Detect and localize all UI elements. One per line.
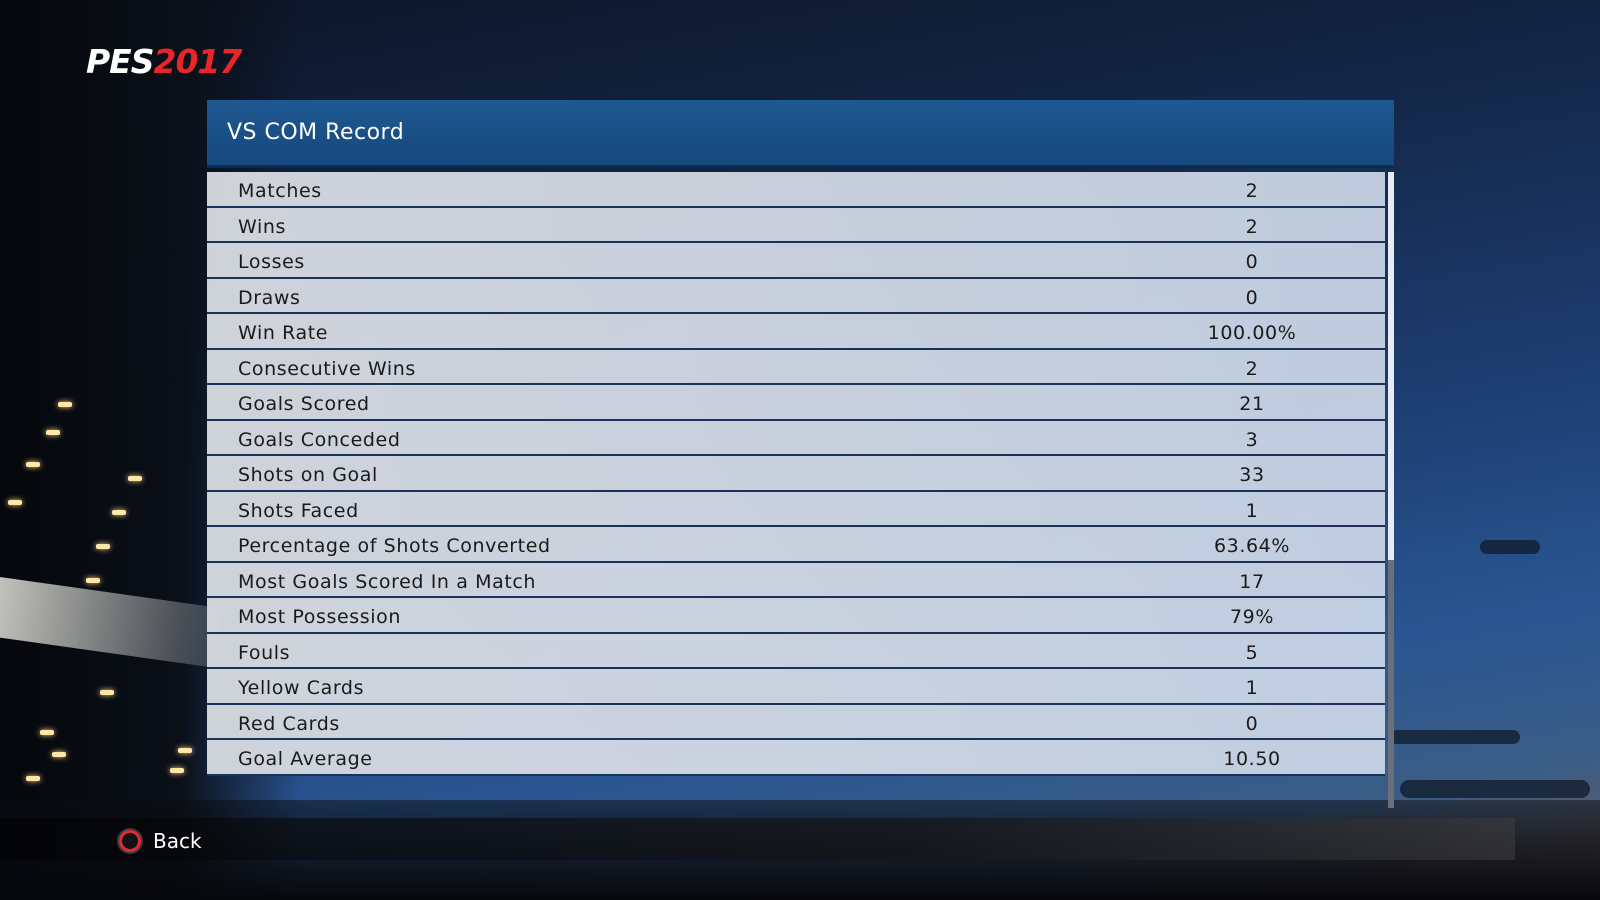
scrollbar[interactable] [1388, 172, 1394, 808]
stat-row[interactable]: Losses 0 [207, 243, 1385, 279]
stat-value: 0 [1245, 712, 1259, 735]
stat-label: Draws [238, 286, 301, 309]
stat-value: 1 [1245, 677, 1259, 699]
stat-label: Win Rate [238, 322, 329, 344]
stats-list[interactable]: Matches 2 Wins 2 Losses 0 Draws 0 Win Rate 100.00… [207, 172, 1385, 808]
stat-label: Percentage of Shots Converted [238, 535, 551, 557]
circle-button-icon [119, 830, 141, 852]
stat-label: Goals Conceded [238, 428, 401, 451]
stat-value: 5 [1245, 641, 1259, 664]
footer-bar [0, 818, 1515, 860]
stat-row[interactable]: Goals Scored 21 [207, 385, 1385, 421]
stat-label: Goal Average [238, 748, 373, 770]
stat-value: 3 [1245, 428, 1259, 451]
logo-text-pes: PES [86, 42, 154, 81]
stat-value: 33 [1239, 464, 1265, 486]
background-cloud [1480, 540, 1540, 554]
stat-label: Losses [238, 251, 305, 273]
record-panel: VS COM Record Matches 2 Wins 2 Losses 0 Draws 0… [207, 100, 1394, 808]
background-stadium-lights [0, 400, 210, 820]
stat-row[interactable]: Wins 2 [207, 207, 1385, 243]
stat-value: 0 [1245, 286, 1259, 309]
background-cloud [1390, 730, 1520, 744]
stat-label: Yellow Cards [238, 677, 365, 699]
stat-label: Wins [238, 215, 286, 238]
background-cloud [1400, 780, 1590, 798]
stat-label: Consecutive Wins [238, 357, 416, 380]
stat-value: 0 [1245, 251, 1259, 273]
stat-row[interactable]: Goal Average 10.50 [207, 740, 1385, 776]
panel-header: VS COM Record [207, 100, 1394, 168]
stat-label: Fouls [238, 641, 291, 664]
stat-row[interactable]: Consecutive Wins 2 [207, 349, 1385, 385]
stat-value: 2 [1245, 357, 1259, 380]
stat-label: Red Cards [238, 712, 340, 735]
stat-row[interactable]: Most Possession 79% [207, 598, 1385, 634]
scrollbar-thumb[interactable] [1388, 172, 1394, 560]
stat-row[interactable]: Draws 0 [207, 278, 1385, 314]
stat-row[interactable]: Red Cards 0 [207, 704, 1385, 740]
back-label: Back [153, 829, 202, 853]
stat-label: Goals Scored [238, 393, 370, 415]
stat-value: 10.50 [1223, 748, 1281, 770]
back-button[interactable]: Back [119, 826, 202, 856]
stat-row[interactable]: Win Rate 100.00% [207, 314, 1385, 350]
stat-row[interactable]: Most Goals Scored In a Match 17 [207, 562, 1385, 598]
stat-row[interactable]: Yellow Cards 1 [207, 669, 1385, 705]
stat-value: 21 [1239, 393, 1265, 415]
logo-text-year: 2017 [153, 42, 243, 81]
stat-row[interactable]: Goals Conceded 3 [207, 420, 1385, 456]
stat-row[interactable]: Fouls 5 [207, 633, 1385, 669]
stat-value: 2 [1245, 180, 1259, 202]
stat-value: 2 [1245, 215, 1259, 238]
stat-value: 79% [1229, 606, 1275, 628]
stat-row[interactable]: Percentage of Shots Converted 63.64% [207, 527, 1385, 563]
stat-value: 100.00% [1207, 322, 1297, 344]
panel-title: VS COM Record [227, 120, 405, 145]
stat-label: Most Possession [238, 606, 402, 628]
stat-value: 1 [1245, 499, 1259, 522]
stat-label: Shots Faced [238, 499, 359, 522]
stat-label: Matches [238, 180, 322, 202]
stat-row[interactable]: Shots Faced 1 [207, 491, 1385, 527]
stat-row[interactable]: Shots on Goal 33 [207, 456, 1385, 492]
stat-label: Most Goals Scored In a Match [238, 570, 537, 593]
stat-label: Shots on Goal [238, 464, 378, 486]
stat-value: 63.64% [1213, 535, 1291, 557]
game-logo: PES2017 [86, 42, 243, 81]
stat-value: 17 [1239, 570, 1265, 593]
stat-row[interactable]: Matches 2 [207, 172, 1385, 208]
